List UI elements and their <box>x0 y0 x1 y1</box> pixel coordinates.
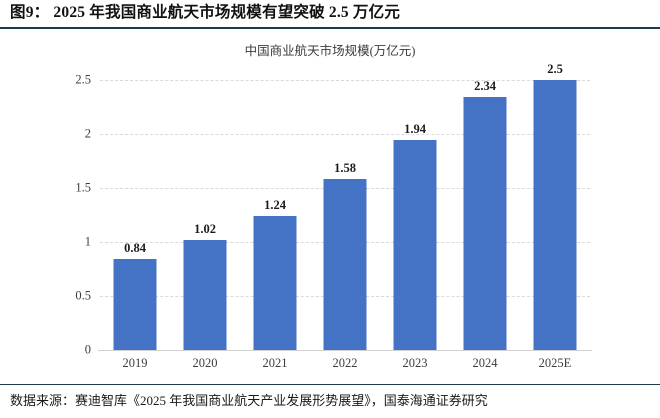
bar-group[interactable]: 0.84 2019 <box>100 80 170 370</box>
x-axis-tick-label: 2019 <box>122 356 148 370</box>
bar-group[interactable]: 1.58 2022 <box>310 80 380 370</box>
bar-group[interactable]: 1.24 2021 <box>240 80 310 370</box>
bar[interactable] <box>393 140 437 350</box>
chart-subtitle: 中国商业航天市场规模(万亿元) <box>244 44 416 58</box>
bar[interactable] <box>253 216 297 350</box>
x-axis-tick-label: 2020 <box>192 356 218 370</box>
footer-divider <box>0 384 660 386</box>
x-axis-tick-label: 2022 <box>332 356 358 370</box>
y-axis-tick-label: 2 <box>84 126 91 141</box>
page-title: 图9： 2025 年我国商业航天市场规模有望突破 2.5 万亿元 <box>10 4 401 21</box>
bar[interactable] <box>323 179 367 350</box>
bar-value-label: 0.84 <box>124 241 146 256</box>
gridline <box>100 134 590 135</box>
x-axis-tick-label: 2025E <box>538 356 572 370</box>
x-axis-tick-label: 2024 <box>472 356 498 370</box>
y-axis-tick-label: 0.5 <box>75 288 91 303</box>
bar-group[interactable]: 2.34 2024 <box>450 79 520 370</box>
x-axis-tick-label: 2021 <box>262 356 288 370</box>
y-axis-tick-label: 2.5 <box>75 72 91 87</box>
bar-group[interactable]: 2.5 2025E <box>520 62 590 370</box>
x-axis-tick-label: 2023 <box>402 356 428 370</box>
y-axis-tick-label: 1.5 <box>75 180 91 195</box>
y-axis-tick-label: 0 <box>84 342 91 357</box>
bar[interactable] <box>183 239 227 350</box>
plot-area: 0 0.5 1 1.5 2 2.5 0.84 2019 1.02 2020 1.24 2021 1.5… <box>75 62 592 370</box>
bar-value-label: 1.02 <box>194 221 216 236</box>
bar-value-label: 2.5 <box>547 62 563 76</box>
figure-title-bar: 图9： 2025 年我国商业航天市场规模有望突破 2.5 万亿元 <box>0 0 660 30</box>
bar-group[interactable]: 1.02 2020 <box>170 80 240 370</box>
x-axis-baseline <box>98 350 592 352</box>
bar-group[interactable]: 1.94 2023 <box>380 80 450 370</box>
source-note: 数据来源：赛迪智库《2025 年我国商业航天产业发展形势展望》，国泰海通证券研究 <box>10 393 488 408</box>
bar-value-label: 2.34 <box>474 79 496 94</box>
bar-value-label: 1.94 <box>404 122 426 137</box>
gridline <box>100 80 590 81</box>
title-divider <box>0 27 660 30</box>
bar[interactable] <box>113 259 157 350</box>
bar-value-label: 1.24 <box>264 198 286 213</box>
bar[interactable] <box>533 80 577 350</box>
bar-value-label: 1.58 <box>334 161 356 176</box>
y-axis-tick-label: 1 <box>84 234 91 249</box>
bar-series: 0.84 2019 1.02 2020 1.24 2021 1.58 2022 1.94 2023… <box>100 62 590 370</box>
bar[interactable] <box>463 97 507 350</box>
